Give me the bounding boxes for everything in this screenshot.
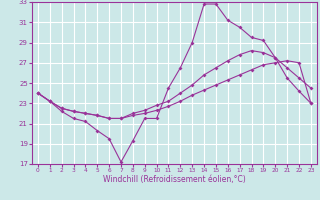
X-axis label: Windchill (Refroidissement éolien,°C): Windchill (Refroidissement éolien,°C) (103, 175, 246, 184)
